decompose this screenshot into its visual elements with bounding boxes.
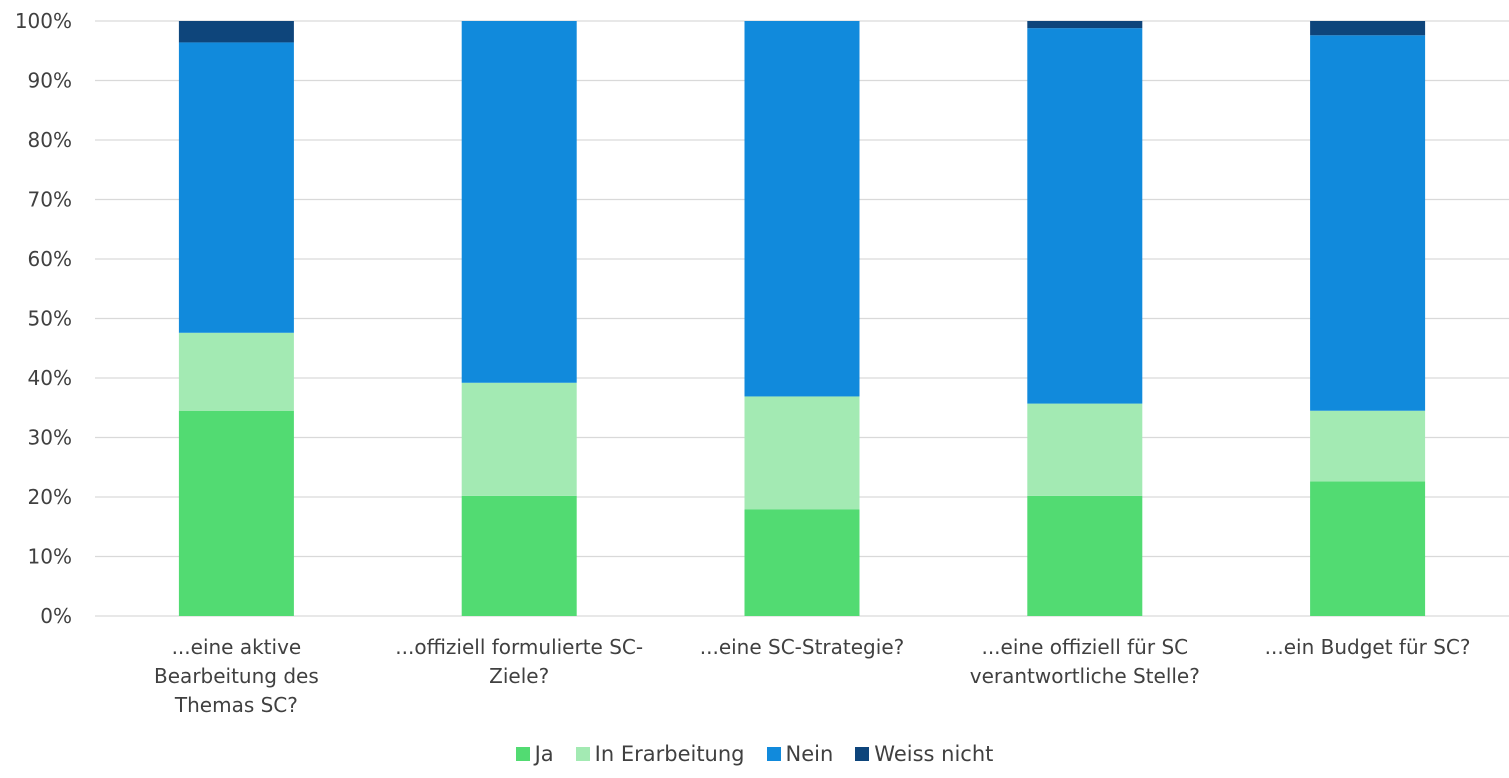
chart-legend: Ja In Erarbeitung Nein Weiss nicht	[0, 742, 1509, 766]
y-tick-label: 90%	[28, 69, 72, 93]
y-tick-label: 0%	[40, 604, 72, 628]
y-tick-label: 80%	[28, 128, 72, 152]
legend-item: Nein	[766, 742, 834, 766]
x-category-label: Themas SC?	[174, 693, 298, 717]
bar-segment	[178, 21, 294, 43]
legend-label: Ja	[534, 742, 554, 766]
legend-swatch	[575, 747, 590, 761]
y-tick-label: 100%	[15, 9, 72, 33]
x-category-label: ...ein Budget für SC?	[1265, 635, 1471, 659]
legend-item: In Erarbeitung	[575, 742, 745, 766]
bar-segment	[1310, 410, 1426, 482]
legend-label: In Erarbeitung	[594, 742, 745, 766]
y-tick-label: 30%	[28, 426, 72, 450]
x-category-label: ...eine SC-Strategie?	[700, 635, 904, 659]
bar-segment	[1027, 403, 1143, 496]
legend-swatch	[855, 747, 870, 761]
bar-segment	[461, 495, 577, 616]
legend-swatch	[515, 747, 530, 761]
bar-segment	[178, 410, 294, 616]
x-category-label: ...eine offiziell für SC	[981, 635, 1188, 659]
y-tick-label: 20%	[28, 485, 72, 509]
legend-swatch	[766, 747, 781, 761]
x-category-label: verantwortliche Stelle?	[970, 664, 1200, 688]
bar-segment	[1310, 21, 1426, 36]
legend-item: Weiss nicht	[855, 742, 993, 766]
x-category-label: ...offiziell formulierte SC-	[395, 635, 643, 659]
legend-item: Ja	[515, 742, 554, 766]
bar-segment	[1027, 21, 1143, 29]
x-category-label: Bearbeitung des	[154, 664, 319, 688]
y-tick-label: 60%	[28, 247, 72, 271]
y-tick-label: 50%	[28, 307, 72, 331]
y-tick-label: 10%	[28, 545, 72, 569]
bar-segment	[1027, 495, 1143, 616]
y-tick-label: 40%	[28, 366, 72, 390]
bar-segment	[1310, 481, 1426, 616]
legend-label: Nein	[785, 742, 834, 766]
legend-label: Weiss nicht	[874, 742, 994, 766]
x-category-label: Ziele?	[489, 664, 549, 688]
bar-segment	[461, 382, 577, 496]
bar-segment	[461, 21, 577, 383]
bar-segment	[178, 332, 294, 411]
bar-segment	[1027, 28, 1143, 404]
x-category-label: ...eine aktive	[172, 635, 302, 659]
bar-segment	[744, 396, 860, 510]
bar-segment	[178, 42, 294, 333]
y-tick-label: 70%	[28, 188, 72, 212]
bar-segment	[744, 509, 860, 616]
bar-segment	[744, 21, 860, 397]
bar-segment	[1310, 35, 1426, 411]
